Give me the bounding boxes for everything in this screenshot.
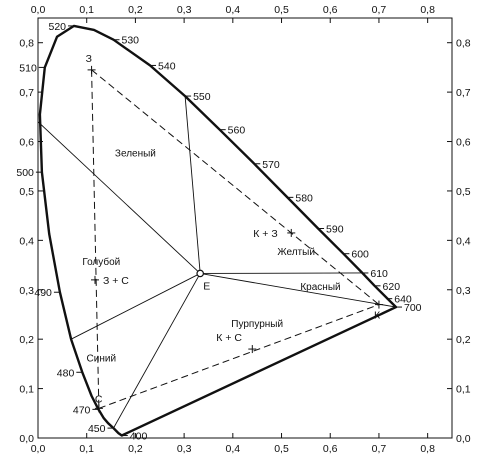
spectral-locus-group: [38, 24, 398, 437]
wavelength-label: 470: [73, 404, 91, 416]
color-region-labels: Зеленый Желтый Голубой Красный Пурпурный Сини…: [82, 148, 340, 364]
y-tick-label-right: 0,7: [456, 87, 471, 99]
y-tick-label-left: 0,4: [19, 235, 34, 247]
x-tick-label-bottom: 0,1: [79, 443, 94, 455]
x-tick-label-bottom: 0,6: [323, 443, 338, 455]
wavelength-label: 560: [228, 125, 246, 137]
wavelength-label: 490: [34, 287, 52, 299]
y-tick-label-left: 0,2: [19, 334, 34, 346]
region-label: Красный: [300, 282, 340, 293]
wavelength-label: 610: [370, 268, 388, 280]
wavelength-label: 620: [383, 281, 401, 293]
axis-ticks: [37, 18, 452, 439]
x-tick-label-top: 0,7: [372, 4, 387, 16]
y-tick-label-left: 0,0: [19, 433, 34, 445]
wavelength-label: 480: [57, 367, 75, 379]
x-tick-label-top: 0,3: [177, 4, 192, 16]
plot-frame: [37, 17, 453, 439]
region-label: Пурпурный: [231, 319, 283, 330]
y-tick-label-left: 0,6: [19, 137, 34, 149]
divider-line: [184, 96, 201, 274]
region-label: Зеленый: [115, 148, 156, 159]
x-tick-label-top: 0,2: [128, 4, 143, 16]
wavelength-label: 700: [404, 302, 422, 314]
region-label: Синий: [87, 353, 117, 364]
y-tick-label-right: 0,1: [456, 384, 471, 396]
wavelength-label: 540: [158, 60, 176, 72]
y-tick-label-right: 0,4: [456, 235, 471, 247]
wavelength-label: 530: [121, 35, 139, 47]
y-tick-label-right: 0,8: [456, 38, 471, 50]
x-tick-label-top: 0,6: [323, 4, 338, 16]
x-tick-label-top: 0,1: [79, 4, 94, 16]
wavelength-label: 500: [16, 167, 34, 179]
wavelength-label: 510: [19, 62, 37, 74]
region-label: Желтый: [277, 247, 315, 258]
x-tick-label-bottom: 0,4: [226, 443, 241, 455]
wavelength-ticks: [35, 25, 402, 437]
white-point-marker: [196, 269, 204, 278]
x-tick-label-top: 0,4: [226, 4, 241, 16]
primary-label: З: [86, 53, 92, 65]
spectral-locus: [38, 24, 398, 437]
mix-point-label: К + З: [253, 228, 277, 240]
y-tick-label-left: 0,7: [19, 87, 34, 99]
dashed-line: [91, 69, 100, 409]
y-tick-label-left: 0,3: [19, 285, 34, 297]
divider-line: [113, 273, 201, 429]
mix-point-label: З + С: [103, 275, 129, 287]
wavelength-label: 450: [88, 423, 106, 435]
y-tick-label-left: 0,8: [19, 38, 34, 50]
wavelength-label: 400: [130, 431, 148, 443]
primary-label: К: [374, 310, 381, 322]
y-tick-label-right: 0,5: [456, 186, 471, 198]
axis-tick-labels: 0,00,00,10,10,20,20,30,30,40,40,50,50,60…: [19, 4, 470, 455]
x-tick-label-top: 0,8: [420, 4, 435, 16]
region-label: Голубой: [82, 256, 120, 268]
x-tick-label-bottom: 0,8: [420, 443, 435, 455]
wavelength-label: 580: [295, 192, 313, 204]
region-divider-lines: [37, 96, 397, 429]
y-tick-label-right: 0,0: [456, 433, 471, 445]
wavelength-label: 600: [351, 249, 369, 261]
y-tick-label-left: 0,5: [19, 186, 34, 198]
wavelength-label: 520: [49, 21, 67, 33]
y-tick-label-right: 0,2: [456, 334, 471, 346]
primary-triangle-dashed: [91, 69, 380, 409]
dashed-line: [98, 304, 380, 409]
divider-line: [37, 121, 201, 274]
x-tick-label-bottom: 0,0: [31, 443, 46, 455]
divider-line: [70, 273, 201, 340]
wavelength-label: 570: [262, 159, 280, 171]
y-tick-label-right: 0,6: [456, 137, 471, 149]
wavelength-label: 640: [394, 294, 412, 306]
x-tick-label-top: 0,5: [274, 4, 289, 16]
x-tick-label-top: 0,0: [31, 4, 46, 16]
x-tick-label-bottom: 0,5: [274, 443, 289, 455]
dashed-line: [91, 69, 380, 305]
primary-label: С: [95, 393, 103, 405]
y-tick-label-right: 0,3: [456, 285, 471, 297]
y-tick-label-left: 0,1: [19, 384, 34, 396]
mix-point-label: К + С: [216, 332, 242, 344]
wavelength-labels: 400 450 470 480 490 500 510 520 530 540 550 560 570 5…: [16, 21, 421, 443]
divider-line: [200, 273, 397, 308]
x-tick-label-bottom: 0,2: [128, 443, 143, 455]
point-markers: E К З С К + З З + С К + С: [86, 53, 383, 413]
white-point-label: E: [203, 280, 210, 292]
wavelength-label: 550: [193, 91, 211, 103]
x-tick-label-bottom: 0,3: [177, 443, 192, 455]
x-tick-label-bottom: 0,7: [372, 443, 387, 455]
wavelength-label: 590: [326, 223, 344, 235]
